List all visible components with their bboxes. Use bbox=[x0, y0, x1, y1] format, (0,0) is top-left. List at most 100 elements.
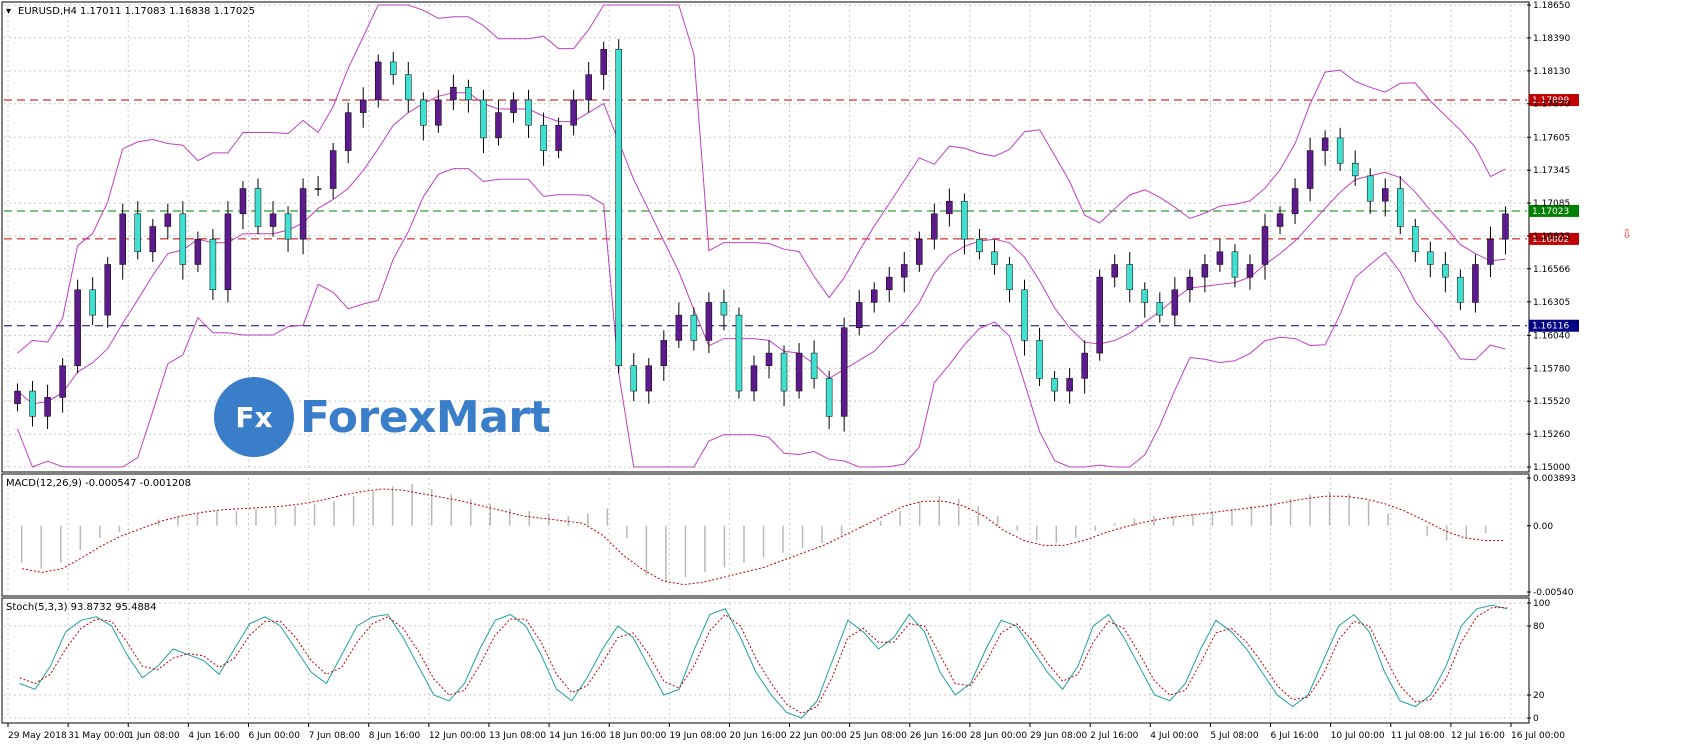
bull-candle bbox=[1171, 289, 1179, 316]
lower-band bbox=[17, 168, 1506, 468]
stoch-title: Stoch(5,3,3) 93.8732 95.4884 bbox=[6, 602, 157, 613]
bull-candle bbox=[104, 264, 111, 316]
time-tick-label: 29 May 2018 bbox=[8, 731, 67, 741]
bull-candle bbox=[510, 99, 517, 113]
bear-candle bbox=[1412, 226, 1419, 253]
bull-candle bbox=[750, 365, 758, 392]
level-tag bbox=[1529, 319, 1579, 332]
time-tick-label: 16 Jul 00:00 bbox=[1511, 731, 1565, 741]
macd-tick-label: 0.00 bbox=[1533, 522, 1553, 532]
bull-candle bbox=[705, 302, 713, 341]
logo-wordmark: ForexMart bbox=[300, 391, 551, 443]
bear-candle bbox=[1036, 340, 1043, 379]
time-tick-label: 7 Jun 08:00 bbox=[309, 731, 361, 741]
bull-candle bbox=[314, 188, 322, 190]
chart-header-arrow-icon[interactable]: ▾ bbox=[6, 6, 11, 17]
time-tick-label: 14 Jun 16:00 bbox=[549, 731, 606, 741]
bear-candle bbox=[1366, 175, 1374, 202]
middle-band bbox=[17, 92, 1506, 405]
bull-candle bbox=[374, 61, 382, 101]
level-tag bbox=[1529, 232, 1579, 245]
time-tick-label: 26 Jun 16:00 bbox=[910, 731, 967, 741]
bear-candle bbox=[991, 251, 998, 265]
bull-candle bbox=[840, 327, 848, 417]
bull-candle bbox=[74, 289, 81, 366]
bear-candle bbox=[735, 314, 743, 392]
price-tick-label: 1.16040 bbox=[1533, 331, 1570, 341]
macd-tick-label: -0.00540 bbox=[1533, 588, 1574, 598]
bull-candle bbox=[1472, 264, 1479, 303]
level-tag-label: 1.17899 bbox=[1532, 96, 1569, 106]
bear-candle bbox=[825, 378, 833, 417]
bull-candle bbox=[1321, 137, 1329, 151]
bear-candle bbox=[209, 238, 217, 291]
bear-candle bbox=[525, 99, 532, 126]
bull-candle bbox=[1306, 150, 1314, 189]
stoch-panel-frame bbox=[1, 597, 1530, 724]
time-tick-label: 22 Jun 00:00 bbox=[790, 731, 847, 741]
price-axis: 1.18650 1.18390 1.18130 1.17870 1.17605 1.173… bbox=[1527, 1, 1570, 473]
bull-candle bbox=[585, 74, 592, 101]
time-tick-label: 4 Jul 00:00 bbox=[1150, 731, 1199, 741]
bear-candle bbox=[134, 213, 142, 253]
price-tick-label: 1.15780 bbox=[1533, 364, 1570, 374]
bull-candle bbox=[855, 302, 863, 329]
price-tick-label: 1.18390 bbox=[1533, 34, 1570, 44]
bull-candle bbox=[1487, 238, 1494, 265]
time-tick-label: 12 Jun 00:00 bbox=[429, 731, 486, 741]
bull-candle bbox=[1502, 213, 1509, 240]
bull-candle bbox=[1381, 188, 1389, 202]
bear-candle bbox=[29, 390, 36, 417]
time-tick-label: 11 Jul 08:00 bbox=[1391, 731, 1445, 741]
macd-panel-frame bbox=[1, 473, 1530, 597]
bull-candle bbox=[359, 99, 367, 113]
upper-band bbox=[17, 4, 1506, 354]
bull-candle bbox=[299, 188, 307, 240]
price-tick-label: 1.17085 bbox=[1533, 199, 1570, 209]
price-tick-label: 1.18650 bbox=[1533, 1, 1570, 11]
time-tick-label: 31 May 00:00 bbox=[68, 731, 130, 741]
ohlc-readout: 1.17011 1.17083 1.16838 1.17025 bbox=[80, 6, 255, 17]
bull-candle bbox=[269, 213, 277, 227]
bull-candle bbox=[1276, 213, 1284, 227]
bull-candle bbox=[946, 200, 953, 215]
bull-candle bbox=[1081, 352, 1088, 379]
bull-candle bbox=[495, 112, 502, 139]
bear-candle bbox=[179, 213, 187, 265]
bull-candle bbox=[886, 276, 893, 291]
time-tick-label: 12 Jul 16:00 bbox=[1451, 731, 1505, 741]
bear-candle bbox=[1141, 289, 1149, 303]
stoch-tick-label: 20 bbox=[1533, 691, 1545, 701]
bear-candle bbox=[540, 124, 547, 151]
bull-candle bbox=[14, 390, 21, 404]
bear-candle bbox=[720, 302, 728, 316]
bear-candle bbox=[1336, 137, 1344, 164]
bull-candle bbox=[1246, 264, 1254, 278]
time-tick-label: 19 Jun 08:00 bbox=[669, 731, 726, 741]
bull-candle bbox=[1096, 276, 1103, 354]
macd-title: MACD(12,26,9) -0.000547 -0.001208 bbox=[6, 478, 191, 489]
time-tick-label: 4 Jun 16:00 bbox=[188, 731, 240, 741]
bull-candle bbox=[329, 150, 337, 189]
bull-candle bbox=[916, 238, 923, 265]
bear-candle bbox=[1457, 276, 1464, 303]
bear-candle bbox=[390, 61, 397, 75]
bear-candle bbox=[405, 74, 412, 101]
time-tick-label: 25 Jun 08:00 bbox=[850, 731, 907, 741]
bear-candle bbox=[254, 188, 262, 227]
time-tick-label: 8 Jun 16:00 bbox=[369, 731, 421, 741]
bull-candle bbox=[59, 365, 66, 398]
bull-candle bbox=[555, 124, 562, 151]
bull-candle bbox=[1216, 251, 1224, 265]
bull-candle bbox=[931, 213, 938, 240]
bear-candle bbox=[420, 99, 427, 126]
logo-badge-text: Fx bbox=[235, 400, 273, 434]
brand-logo: Fx ForexMart bbox=[214, 377, 551, 457]
horizontal-levels: 1.17899 1.17023 1.16802 1.16116 bbox=[4, 94, 1579, 332]
bear-candle bbox=[810, 352, 818, 379]
price-tick-label: 1.17605 bbox=[1533, 133, 1570, 143]
stochastic-indicator: 100 80 20 0 bbox=[4, 599, 1550, 724]
bull-candle bbox=[344, 112, 352, 151]
price-tick-label: 1.16566 bbox=[1533, 265, 1570, 275]
